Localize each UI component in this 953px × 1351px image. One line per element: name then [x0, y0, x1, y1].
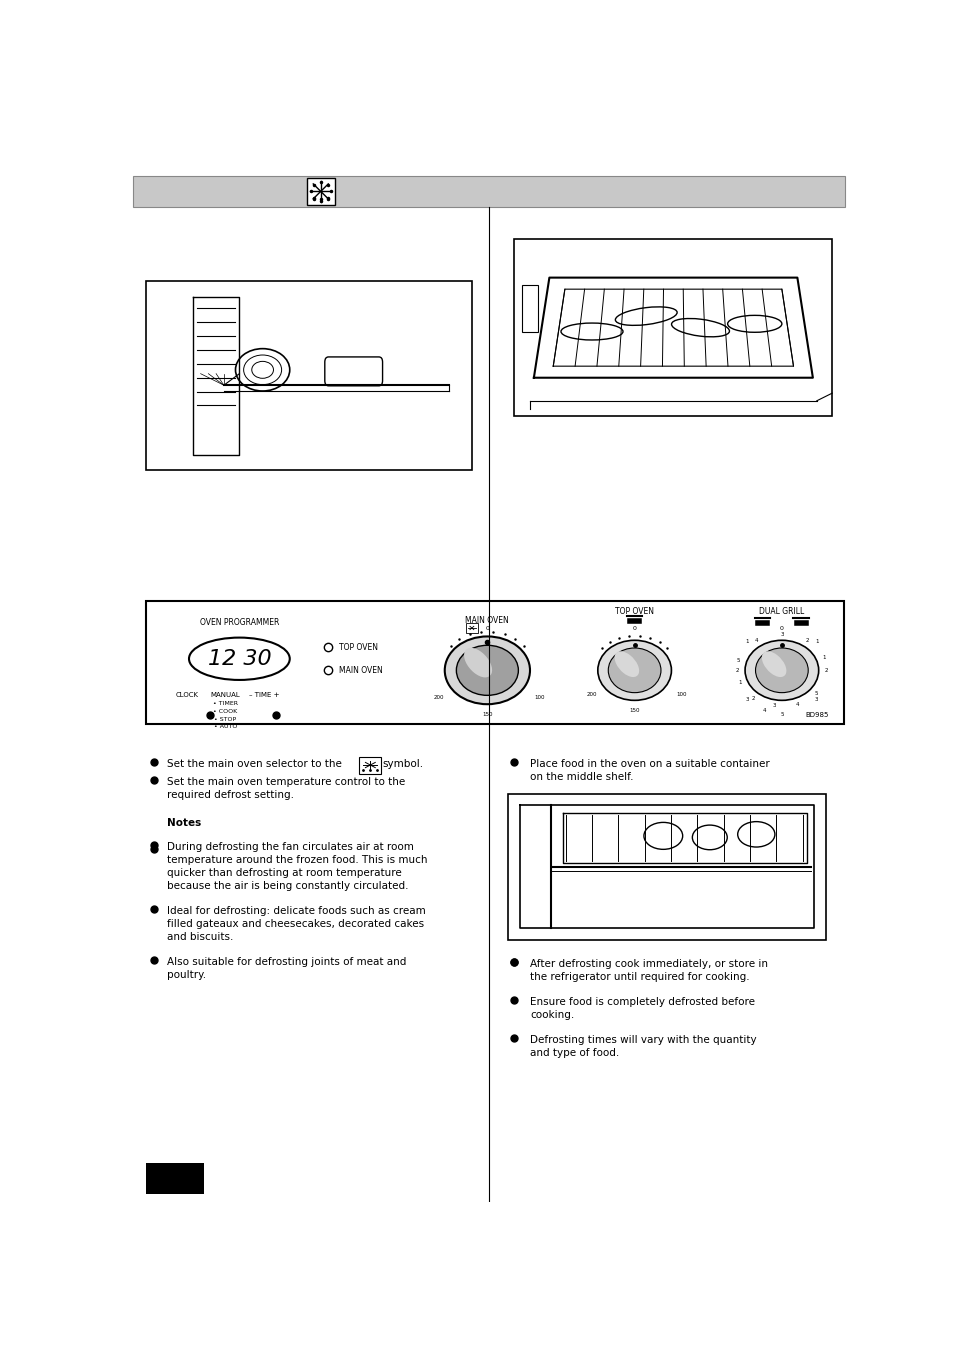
- Text: 3: 3: [744, 697, 748, 703]
- Text: 0: 0: [780, 626, 783, 631]
- Text: Notes: Notes: [167, 819, 201, 828]
- Ellipse shape: [692, 825, 726, 850]
- Text: 1: 1: [737, 680, 740, 685]
- Text: DUAL GRILL: DUAL GRILL: [759, 608, 803, 616]
- Text: temperature around the frozen food. This is much: temperature around the frozen food. This…: [167, 855, 427, 865]
- Text: CLOCK: CLOCK: [175, 692, 198, 698]
- Ellipse shape: [755, 648, 807, 693]
- Text: 4: 4: [795, 701, 799, 707]
- Text: Set the main oven selector to the: Set the main oven selector to the: [167, 759, 342, 769]
- Text: After defrosting cook immediately, or store in: After defrosting cook immediately, or st…: [530, 959, 767, 969]
- Text: 1: 1: [821, 655, 825, 661]
- Text: poultry.: poultry.: [167, 970, 206, 979]
- FancyBboxPatch shape: [307, 177, 335, 205]
- Text: Also suitable for defrosting joints of meat and: Also suitable for defrosting joints of m…: [167, 957, 406, 967]
- Ellipse shape: [608, 648, 660, 693]
- Text: 0: 0: [485, 626, 489, 631]
- Text: 2: 2: [735, 667, 738, 673]
- Text: filled gateaux and cheesecakes, decorated cakes: filled gateaux and cheesecakes, decorate…: [167, 919, 424, 929]
- Text: 100: 100: [535, 694, 545, 700]
- Text: the refrigerator until required for cooking.: the refrigerator until required for cook…: [530, 973, 749, 982]
- Text: cooking.: cooking.: [530, 1011, 574, 1020]
- FancyBboxPatch shape: [465, 623, 477, 634]
- Bar: [146, 1163, 204, 1194]
- Bar: [508, 793, 825, 940]
- Text: • COOK: • COOK: [213, 709, 237, 713]
- Text: because the air is being constantly circulated.: because the air is being constantly circ…: [167, 881, 409, 892]
- Bar: [521, 285, 537, 331]
- Ellipse shape: [643, 823, 682, 850]
- Text: 150: 150: [629, 708, 639, 713]
- FancyBboxPatch shape: [324, 357, 382, 386]
- Ellipse shape: [456, 646, 517, 696]
- Text: 0: 0: [632, 626, 636, 631]
- Text: 150: 150: [481, 712, 492, 717]
- Text: MAIN OVEN: MAIN OVEN: [465, 616, 509, 626]
- Text: 3: 3: [780, 632, 782, 636]
- Text: 200: 200: [434, 694, 444, 700]
- Ellipse shape: [598, 640, 671, 700]
- Polygon shape: [534, 277, 812, 378]
- Text: symbol.: symbol.: [382, 759, 423, 769]
- Ellipse shape: [744, 640, 818, 700]
- Text: 1: 1: [814, 639, 818, 643]
- Text: 1: 1: [744, 639, 748, 643]
- Bar: [146, 601, 843, 724]
- Text: 3: 3: [772, 704, 775, 708]
- Text: 100: 100: [675, 693, 685, 697]
- Text: TOP OVEN: TOP OVEN: [615, 608, 654, 616]
- Ellipse shape: [463, 648, 492, 677]
- Text: – TIME +: – TIME +: [249, 692, 279, 698]
- Bar: [146, 281, 472, 470]
- Text: 4: 4: [762, 708, 766, 713]
- Text: Ensure food is completely defrosted before: Ensure food is completely defrosted befo…: [530, 997, 754, 1006]
- Text: on the middle shelf.: on the middle shelf.: [530, 771, 633, 782]
- Text: 5: 5: [736, 658, 740, 663]
- Text: MAIN OVEN: MAIN OVEN: [338, 666, 382, 674]
- Text: OVEN PROGRAMMER: OVEN PROGRAMMER: [199, 617, 279, 627]
- Text: BD985: BD985: [804, 712, 827, 719]
- Text: 5: 5: [780, 712, 782, 717]
- Ellipse shape: [235, 349, 290, 390]
- Text: Ideal for defrosting: delicate foods such as cream: Ideal for defrosting: delicate foods suc…: [167, 907, 426, 916]
- FancyBboxPatch shape: [133, 176, 843, 207]
- Ellipse shape: [737, 821, 774, 847]
- Text: Set the main oven temperature control to the: Set the main oven temperature control to…: [167, 777, 405, 788]
- Text: quicker than defrosting at room temperature: quicker than defrosting at room temperat…: [167, 869, 401, 878]
- Text: 2: 2: [805, 638, 808, 643]
- Text: and type of food.: and type of food.: [530, 1047, 618, 1058]
- Text: 200: 200: [586, 693, 597, 697]
- Text: 5: 5: [814, 692, 818, 696]
- Ellipse shape: [444, 636, 530, 704]
- Text: 2: 2: [824, 667, 828, 673]
- Ellipse shape: [615, 307, 677, 326]
- Ellipse shape: [189, 638, 290, 680]
- Ellipse shape: [614, 651, 639, 677]
- Ellipse shape: [727, 315, 781, 332]
- Ellipse shape: [560, 323, 622, 340]
- Text: 3: 3: [814, 697, 818, 703]
- Text: Defrosting times will vary with the quantity: Defrosting times will vary with the quan…: [530, 1035, 756, 1044]
- Text: required defrost setting.: required defrost setting.: [167, 790, 294, 800]
- Text: 12 30: 12 30: [208, 648, 271, 669]
- Text: During defrosting the fan circulates air at room: During defrosting the fan circulates air…: [167, 842, 414, 852]
- Ellipse shape: [761, 651, 785, 677]
- Bar: [514, 239, 831, 416]
- FancyBboxPatch shape: [359, 757, 381, 774]
- Text: • AUTO: • AUTO: [213, 724, 237, 730]
- Text: 2: 2: [750, 696, 754, 701]
- Text: MANUAL: MANUAL: [211, 692, 240, 698]
- Text: • STOP: • STOP: [214, 716, 236, 721]
- Text: TOP OVEN: TOP OVEN: [338, 643, 377, 651]
- Text: • TIMER: • TIMER: [213, 701, 237, 707]
- Text: and biscuits.: and biscuits.: [167, 932, 233, 942]
- Text: 4: 4: [754, 638, 757, 643]
- Ellipse shape: [671, 319, 729, 336]
- Text: Place food in the oven on a suitable container: Place food in the oven on a suitable con…: [530, 759, 769, 769]
